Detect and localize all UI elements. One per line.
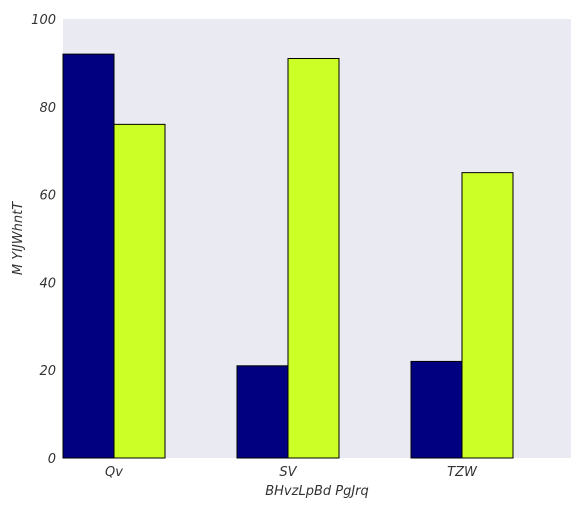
x-tick-labels: Qv SV TZW [105, 465, 478, 480]
bar-SV-series-1 [236, 365, 289, 459]
y-axis-label: M YIJWhntT [11, 201, 26, 275]
y-tick-label: 40 [39, 276, 56, 291]
x-axis-label: BHvzLpBd PgJrq [265, 484, 369, 499]
x-tick-label: Qv [105, 465, 123, 480]
x-tick-label: SV [279, 465, 297, 480]
y-tick-label: 100 [31, 13, 56, 28]
y-tick-label: 0 [48, 452, 56, 467]
bar-TZW-series-1 [410, 360, 463, 459]
y-tick-label: 20 [39, 364, 56, 379]
bar-Qv-series-2 [113, 123, 166, 459]
bar-TZW-series-2 [461, 172, 514, 459]
y-tick-label: 60 [39, 189, 56, 204]
bars-group [62, 53, 514, 459]
y-tick-labels: 0 20 40 60 80 100 [31, 13, 56, 467]
bar-SV-series-2 [287, 58, 340, 459]
bar-Qv-series-1 [62, 53, 115, 459]
y-tick-label: 80 [39, 101, 56, 116]
x-tick-label: TZW [447, 465, 478, 480]
